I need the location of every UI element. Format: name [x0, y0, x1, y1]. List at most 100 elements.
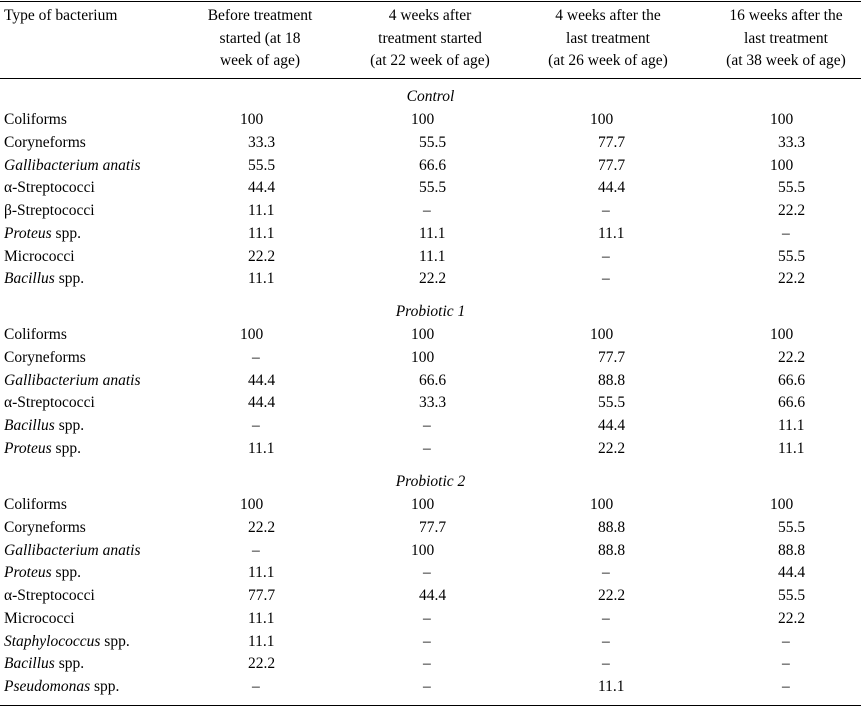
value-cell: 44.4 — [419, 587, 447, 604]
value-cell: 77.7 — [598, 133, 626, 151]
table-row: β-Streptococci 11.1 – – 22.2 — [0, 200, 861, 222]
value-cell: – — [252, 541, 260, 559]
value-cell: 22.2 — [778, 270, 806, 288]
value-cell: – — [423, 655, 431, 673]
value-cell: 22.2 — [248, 655, 276, 673]
value-cell: 22.2 — [419, 270, 447, 288]
value-cell: 88.8 — [598, 518, 626, 536]
value-cell: 100 — [411, 541, 435, 559]
value-cell: 100 — [411, 326, 435, 343]
value-cell: 88.8 — [778, 541, 806, 559]
value-cell: – — [602, 270, 610, 288]
bacterium-name: Coryneforms — [4, 132, 86, 154]
bacterium-name: Proteus spp. — [4, 438, 81, 460]
value-cell: 44.4 — [598, 179, 626, 197]
value-cell: 22.2 — [598, 587, 626, 604]
bacterium-name-part: α-Streptococci — [4, 587, 95, 604]
value-cell: 11.1 — [248, 270, 275, 288]
value-cell: 33.3 — [778, 133, 806, 151]
table-row: Gallibacterium anatis 55.5 66.6 77.7 100 — [0, 155, 861, 177]
value-cell: 22.2 — [248, 247, 276, 265]
value-cell: 100 — [240, 496, 264, 513]
value-cell: 77.7 — [598, 348, 626, 366]
bacterium-name: Pseudomonas spp. — [4, 676, 119, 698]
bacterium-name-part: Gallibacterium anatis — [4, 156, 141, 174]
value-cell: – — [602, 655, 610, 673]
table-row: Coliforms 100 100 100 100 — [0, 494, 861, 516]
bacterium-name: Gallibacterium anatis — [4, 155, 140, 177]
value-cell: 22.2 — [778, 202, 806, 219]
value-cell: 11.1 — [778, 439, 805, 457]
bacterium-name: Staphylococcus spp. — [4, 631, 130, 653]
value-cell: 11.1 — [248, 439, 275, 457]
value-cell: – — [602, 202, 610, 219]
bacterium-name-part: Coliforms — [4, 111, 67, 128]
value-cell: 22.2 — [778, 348, 806, 366]
table-row: Bacillus spp. – – 44.4 11.1 — [0, 415, 861, 437]
bacterium-name: Bacillus spp. — [4, 268, 84, 290]
value-cell: 11.1 — [419, 224, 446, 242]
bacterium-name-part: Proteus — [4, 439, 52, 457]
bacterium-name-part: Coryneforms — [4, 518, 86, 536]
bacterium-name-part: α-Streptococci — [4, 394, 95, 412]
value-cell: 33.3 — [419, 394, 447, 412]
header-4-weeks-after-start: 4 weeks after treatment started (at 22 w… — [370, 7, 490, 69]
table-row: Micrococci 22.2 11.1 – 55.5 — [0, 246, 861, 268]
value-cell: – — [423, 609, 431, 627]
bacterium-name-part: spp. — [54, 270, 85, 288]
value-cell: 100 — [770, 496, 794, 513]
value-cell: 55.5 — [598, 394, 626, 412]
value-cell: – — [782, 632, 790, 650]
value-cell: – — [423, 564, 431, 582]
value-cell: 88.8 — [598, 541, 626, 559]
bacterium-name-part: spp. — [90, 678, 120, 695]
value-cell: 11.1 — [598, 224, 625, 242]
bacterium-name-part: Pseudomonas — [4, 678, 91, 695]
value-cell: 66.6 — [419, 371, 447, 389]
bacterium-name: Coliforms — [4, 324, 67, 346]
bacterium-name-part: Micrococci — [4, 609, 75, 627]
value-cell: – — [423, 632, 431, 650]
table-row: Bacillus spp. 11.1 22.2 – 22.2 — [0, 268, 861, 290]
value-cell: 100 — [590, 326, 614, 343]
bacterium-name-part: Coliforms — [4, 326, 67, 343]
bacterium-name-part: Bacillus — [4, 417, 55, 434]
bacterium-name: Gallibacterium anatis — [4, 540, 140, 562]
value-cell: 22.2 — [598, 439, 626, 457]
bacterium-name-part: α-Streptococci — [4, 179, 95, 197]
header-16-weeks-after-last: 16 weeks after the last treatment (at 38… — [726, 7, 846, 69]
value-cell: 33.3 — [248, 133, 276, 151]
value-cell: 11.1 — [248, 609, 275, 627]
bacterium-name: Micrococci — [4, 608, 75, 630]
value-cell: 100 — [240, 111, 264, 128]
value-cell: – — [423, 202, 431, 219]
table-row: Proteus spp. 11.1 11.1 11.1 – — [0, 223, 861, 245]
value-cell: – — [602, 247, 610, 265]
value-cell: 44.4 — [248, 371, 276, 389]
header-before-treatment: Before treatment started (at 18 week of … — [207, 7, 313, 69]
bacterium-name-part: Coryneforms — [4, 133, 86, 151]
bacterium-name: β-Streptococci — [4, 200, 95, 222]
value-cell: – — [423, 678, 431, 695]
value-cell: 55.5 — [778, 587, 806, 604]
section-title: Control — [406, 88, 455, 105]
value-cell: 55.5 — [778, 247, 806, 265]
top-rule — [0, 1, 861, 2]
table-row: Coliforms 100 100 100 100 — [0, 324, 861, 346]
bacterium-name: Bacillus spp. — [4, 415, 84, 437]
table-row: α-Streptococci 77.7 44.4 22.2 55.5 — [0, 585, 861, 607]
value-cell: 55.5 — [778, 518, 806, 536]
bacterium-name-part: spp. — [54, 417, 85, 434]
bottom-rule — [0, 705, 861, 706]
value-cell: – — [252, 417, 260, 434]
value-cell: – — [252, 348, 260, 366]
header-4-weeks-after-last: 4 weeks after the last treatment (at 26 … — [548, 7, 668, 69]
bacterium-name: Coryneforms — [4, 517, 86, 539]
value-cell: 100 — [411, 348, 435, 366]
value-cell: – — [782, 655, 790, 673]
value-cell: 55.5 — [248, 156, 276, 174]
bacterium-name-part: spp. — [54, 655, 85, 673]
value-cell: 11.1 — [248, 564, 275, 582]
value-cell: 88.8 — [598, 371, 626, 389]
